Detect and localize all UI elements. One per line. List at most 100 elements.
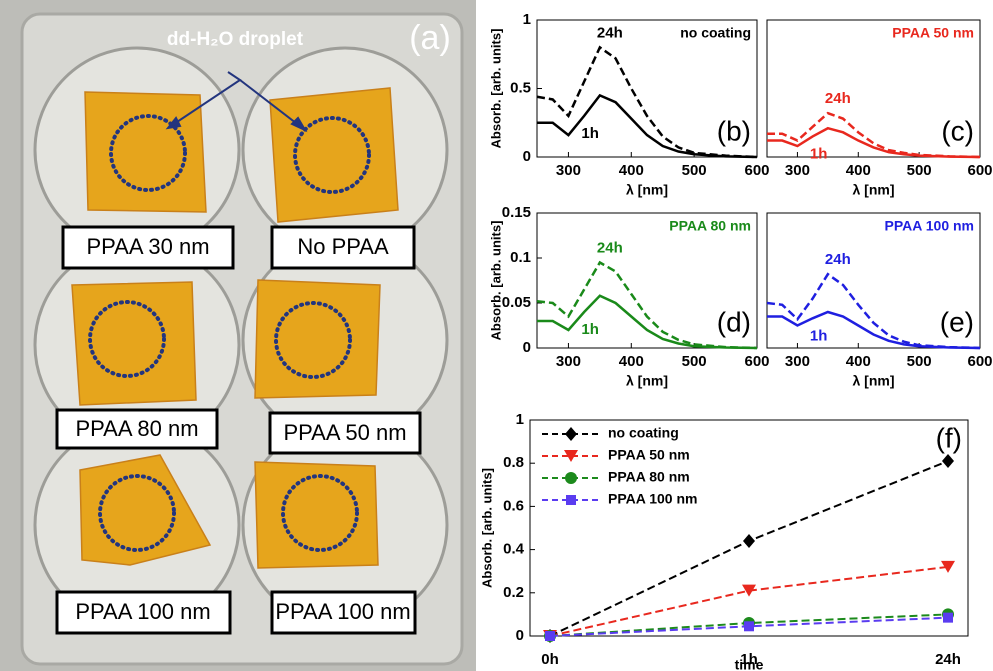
series-label: 24h bbox=[597, 24, 623, 41]
series-line bbox=[767, 126, 981, 159]
series-line bbox=[537, 294, 758, 350]
panel-label: (d) bbox=[717, 306, 751, 337]
x-tick-label: 600 bbox=[967, 162, 992, 179]
x-tick-label: 300 bbox=[556, 353, 581, 370]
droplet-ring bbox=[88, 300, 166, 378]
droplet-ring bbox=[274, 301, 352, 379]
marker bbox=[566, 495, 576, 505]
series-label: 1h bbox=[810, 145, 828, 162]
arrow-head bbox=[165, 116, 182, 130]
label-box bbox=[270, 590, 417, 635]
y-tick-label: 0.5 bbox=[510, 79, 531, 96]
x-axis-label: time bbox=[735, 657, 764, 671]
series-line bbox=[536, 45, 758, 159]
panel-label: (f) bbox=[936, 422, 962, 453]
y-axis-label: Absorb. [arb. units] bbox=[488, 29, 503, 149]
legend-label: PPAA 100 nm bbox=[608, 491, 697, 507]
series-line bbox=[536, 260, 758, 350]
x-axis-label: λ [nm] bbox=[626, 373, 668, 389]
y-tick-label: 0.6 bbox=[503, 497, 524, 514]
series-line bbox=[767, 310, 981, 350]
label-box bbox=[268, 411, 422, 455]
x-tick-label: 600 bbox=[744, 353, 769, 370]
label-box bbox=[55, 590, 232, 635]
label-box bbox=[61, 225, 235, 270]
panel-label: (b) bbox=[717, 115, 751, 146]
y-tick-label: 0.15 bbox=[502, 204, 531, 221]
x-tick-label: 500 bbox=[907, 353, 932, 370]
film bbox=[71, 281, 197, 406]
x-tick-label: 600 bbox=[967, 353, 992, 370]
x-tick-label: 400 bbox=[846, 353, 871, 370]
y-axis-label: Absorb. [arb. units] bbox=[479, 468, 494, 588]
y-tick-label: 1 bbox=[523, 11, 531, 28]
x-tick-label: 600 bbox=[744, 162, 769, 179]
droplet-ring bbox=[293, 116, 371, 194]
x-tick-label: 1h bbox=[740, 651, 758, 668]
marker bbox=[545, 631, 555, 641]
x-tick-label: 300 bbox=[556, 162, 581, 179]
well-label: No PPAA bbox=[297, 234, 389, 259]
droplet-rings bbox=[88, 114, 371, 552]
marker bbox=[941, 560, 955, 573]
film bbox=[254, 279, 381, 399]
series-label: 1h bbox=[581, 125, 599, 142]
y-axis-label: Absorb. [arb. units] bbox=[488, 221, 503, 341]
plot-frame bbox=[766, 212, 981, 349]
plot-frame bbox=[529, 419, 969, 637]
legend-label: PPAA 80 nm bbox=[608, 469, 690, 485]
x-tick-label: 400 bbox=[846, 162, 871, 179]
photo: dd-H₂O droplet (a) PPAA 30 nm No PPAA PP… bbox=[0, 0, 476, 671]
series-label: 24h bbox=[825, 90, 851, 107]
well-label: PPAA 100 nm bbox=[75, 599, 210, 624]
x-tick-label: 24h bbox=[935, 651, 961, 668]
x-axis-label: λ [nm] bbox=[853, 182, 895, 198]
y-tick-label: 0.2 bbox=[503, 584, 524, 601]
label-box bbox=[270, 225, 416, 270]
series-label: 24h bbox=[825, 251, 851, 268]
series-label: 24h bbox=[597, 239, 623, 256]
marker bbox=[565, 472, 577, 484]
y-tick-label: 0 bbox=[516, 627, 524, 644]
marker bbox=[742, 584, 756, 597]
y-tick-label: 0.8 bbox=[503, 454, 524, 471]
marker bbox=[743, 533, 755, 548]
plot-frame bbox=[766, 19, 981, 158]
x-tick-label: 500 bbox=[682, 353, 707, 370]
marker bbox=[943, 612, 953, 623]
well-label: PPAA 100 nm bbox=[275, 599, 410, 624]
chart-title: PPAA 50 nm bbox=[892, 25, 974, 41]
legend-label: no coating bbox=[608, 425, 679, 441]
chart-title: PPAA 100 nm bbox=[885, 218, 974, 234]
chart-title: no coating bbox=[680, 25, 751, 41]
y-tick-label: 0 bbox=[523, 148, 531, 165]
series-line bbox=[537, 93, 758, 159]
droplet-ring bbox=[98, 474, 176, 552]
x-tick-label: 400 bbox=[619, 162, 644, 179]
panel-label: (e) bbox=[940, 306, 974, 337]
series-label: 1h bbox=[581, 321, 599, 338]
y-tick-label: 0.05 bbox=[502, 294, 531, 311]
droplet-ring bbox=[281, 474, 359, 552]
chart-title: PPAA 80 nm bbox=[669, 218, 751, 234]
x-tick-label: 500 bbox=[682, 162, 707, 179]
film bbox=[254, 461, 379, 569]
series-label: 1h bbox=[810, 327, 828, 344]
marker bbox=[942, 454, 954, 469]
well-label: PPAA 80 nm bbox=[75, 416, 198, 441]
x-tick-label: 300 bbox=[785, 162, 810, 179]
film bbox=[84, 91, 207, 213]
y-tick-label: 0 bbox=[523, 339, 531, 356]
arrows bbox=[165, 71, 308, 133]
arrow-head bbox=[290, 116, 308, 133]
legend-label: PPAA 50 nm bbox=[608, 447, 690, 463]
x-axis-label: λ [nm] bbox=[626, 182, 668, 198]
marker bbox=[565, 427, 577, 441]
well-label: PPAA 50 nm bbox=[283, 420, 406, 445]
panel-label: (c) bbox=[941, 115, 974, 146]
x-tick-label: 0h bbox=[541, 651, 559, 668]
film bbox=[79, 454, 212, 566]
x-tick-label: 300 bbox=[785, 353, 810, 370]
film bbox=[269, 87, 399, 223]
